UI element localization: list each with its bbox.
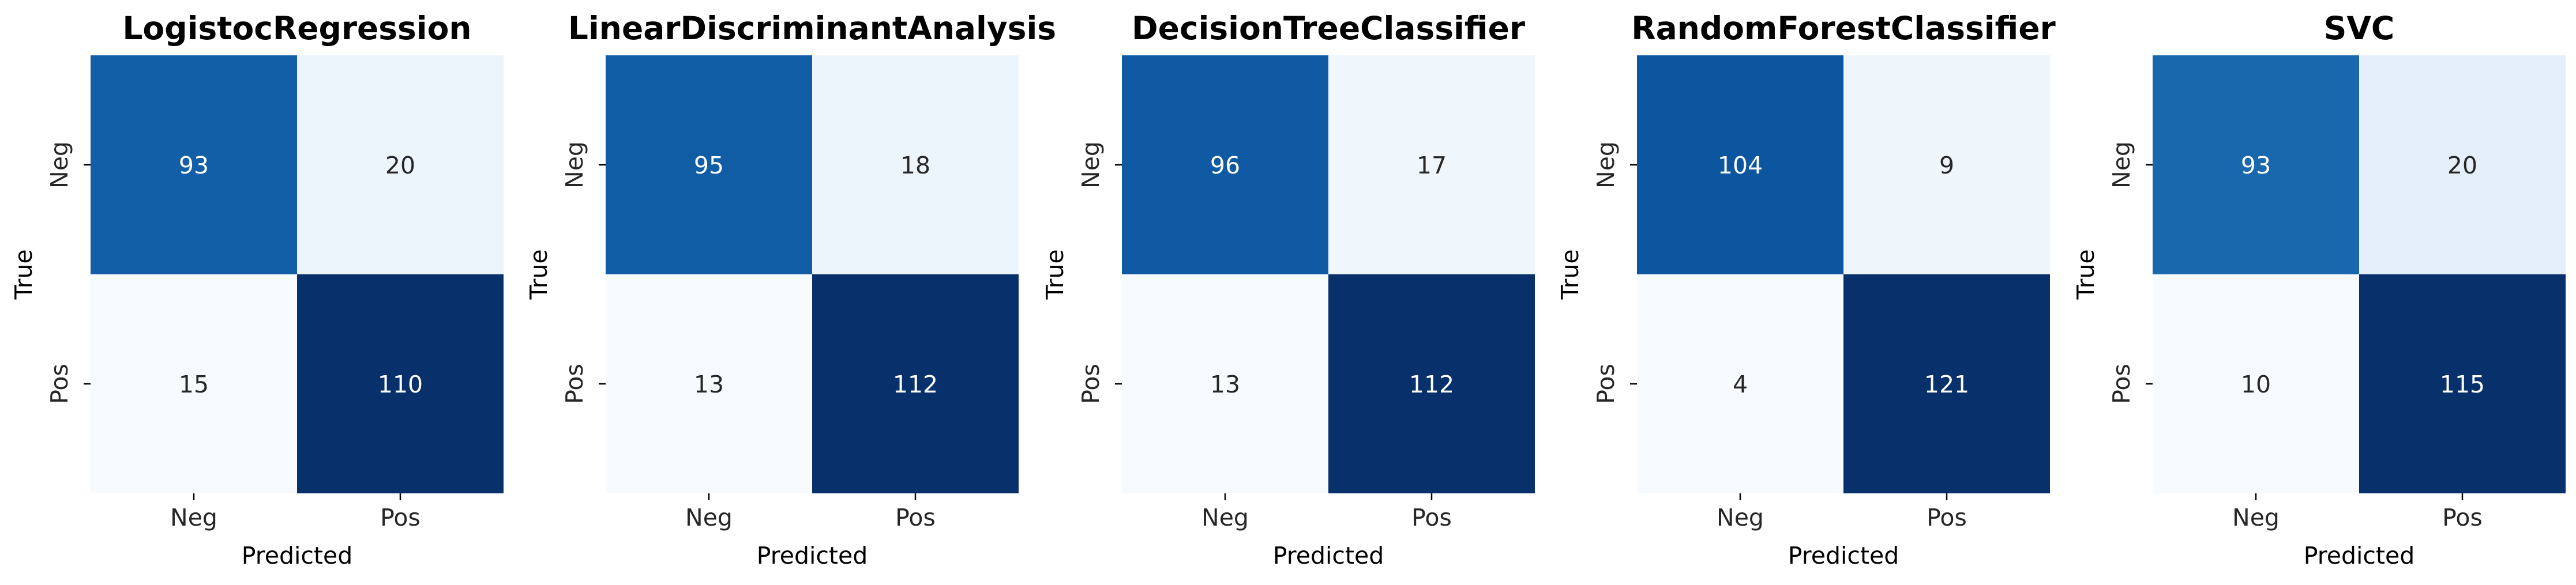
cell-value-label: 4 <box>1733 371 1748 398</box>
cell-value-label: 121 <box>1924 371 1969 398</box>
x-axis-label: Predicted <box>1273 542 1384 569</box>
confusion-matrix-panel: 93 20 10 115 SVC Neg Pos Neg Pos Predicted True <box>2072 10 2566 569</box>
heatmap-cell <box>2153 55 2359 274</box>
y-axis-label: True <box>1041 249 1069 300</box>
cell-value-label: 13 <box>694 371 724 398</box>
chart-title: DecisionTreeClassifier <box>1132 10 1525 47</box>
x-axis-label: Predicted <box>2304 542 2414 569</box>
chart-title: LogistocRegression <box>122 10 471 47</box>
x-axis-label: Predicted <box>242 542 352 569</box>
heatmap-cell <box>2153 274 2359 493</box>
heatmap-cell <box>812 274 1019 493</box>
y-axis-label: True <box>2072 249 2100 300</box>
cell-value-label: 20 <box>2447 152 2477 179</box>
heatmap-cell <box>606 55 812 274</box>
cell-value-label: 93 <box>179 152 209 179</box>
y-tick-label: Pos <box>561 364 588 404</box>
heatmap-cell <box>91 274 297 493</box>
heatmap-cell <box>2359 55 2566 274</box>
x-axis-label: Predicted <box>1788 542 1899 569</box>
cell-value-label: 93 <box>2241 152 2271 179</box>
x-tick-label: Pos <box>2442 504 2483 531</box>
heatmap-cell <box>297 274 504 493</box>
x-axis-label: Predicted <box>757 542 868 569</box>
y-tick-label: Neg <box>46 141 73 188</box>
x-tick-label: Pos <box>1927 504 1967 531</box>
chart-title: RandomForestClassifier <box>1631 10 2056 47</box>
heatmap-cell <box>606 274 812 493</box>
heatmap-cell <box>1122 274 1328 493</box>
heatmap-cell <box>812 55 1019 274</box>
heatmap-cell <box>1328 55 1535 274</box>
heatmap-cell <box>1843 55 2050 274</box>
y-tick-label: Neg <box>1077 141 1105 188</box>
confusion-matrix-panel: 95 18 13 112 LinearDiscriminantAnalysis Neg Po… <box>525 10 1056 569</box>
x-tick-label: Pos <box>380 504 420 531</box>
y-tick-label: Pos <box>2108 364 2135 404</box>
heatmap-cell <box>2359 274 2566 493</box>
cell-value-label: 112 <box>893 371 938 398</box>
cell-value-label: 18 <box>900 152 930 179</box>
heatmap-cell <box>1843 274 2050 493</box>
chart-title: SVC <box>2324 10 2395 47</box>
y-tick-label: Pos <box>46 364 73 404</box>
cell-value-label: 104 <box>1718 152 1763 179</box>
y-axis-label: True <box>10 249 37 300</box>
heatmap-cell <box>1122 55 1328 274</box>
cell-value-label: 13 <box>1210 371 1240 398</box>
confusion-matrix-panel: 93 20 15 110 LogistocRegression Neg Pos Neg Pos P… <box>10 10 504 569</box>
heatmap-cell <box>1637 55 1843 274</box>
heatmap-cell <box>91 55 297 274</box>
y-tick-label: Neg <box>1592 141 1620 188</box>
heatmap-cell <box>1637 274 1843 493</box>
y-tick-label: Neg <box>2108 141 2135 188</box>
y-tick-label: Neg <box>561 141 588 188</box>
cell-value-label: 115 <box>2440 371 2485 398</box>
cell-value-label: 110 <box>378 371 423 398</box>
cell-value-label: 17 <box>1417 152 1447 179</box>
x-tick-label: Neg <box>1201 504 1249 531</box>
cell-value-label: 9 <box>1939 152 1954 179</box>
y-tick-label: Pos <box>1592 364 1620 404</box>
cell-value-label: 10 <box>2241 371 2271 398</box>
cell-value-label: 95 <box>694 152 724 179</box>
cell-value-label: 20 <box>385 152 415 179</box>
chart-title: LinearDiscriminantAnalysis <box>568 10 1056 47</box>
heatmap-cell <box>1328 274 1535 493</box>
cell-value-label: 96 <box>1210 152 1240 179</box>
x-tick-label: Neg <box>2232 504 2280 531</box>
y-tick-label: Pos <box>1077 364 1105 404</box>
x-tick-label: Pos <box>895 504 936 531</box>
heatmap-cell <box>297 55 504 274</box>
x-tick-label: Pos <box>1411 504 1452 531</box>
x-tick-label: Neg <box>170 504 217 531</box>
confusion-matrix-panel: 104 9 4 121 RandomForestClassifier Neg Pos Neg P… <box>1556 10 2056 569</box>
cell-value-label: 15 <box>179 371 209 398</box>
cell-value-label: 112 <box>1409 371 1454 398</box>
y-axis-label: True <box>1556 249 1584 300</box>
x-tick-label: Neg <box>685 504 733 531</box>
y-axis-label: True <box>525 249 553 300</box>
x-tick-label: Neg <box>1717 504 1764 531</box>
confusion-matrix-panel: 96 17 13 112 DecisionTreeClassifier Neg Pos Neg… <box>1041 10 1535 569</box>
